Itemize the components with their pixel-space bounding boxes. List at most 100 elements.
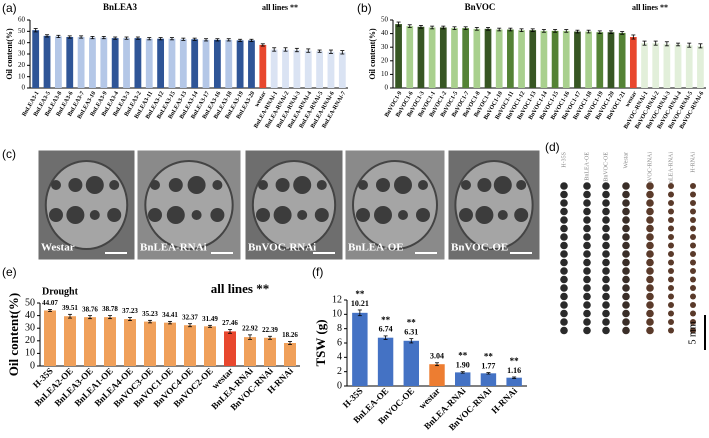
seed (646, 241, 654, 250)
error-bar (260, 43, 265, 47)
organelle (68, 178, 83, 192)
seed (602, 190, 610, 199)
y-tick-label: 0 (30, 360, 35, 371)
value-label: 44.07 (42, 299, 58, 307)
error-bar (272, 47, 277, 52)
organelle (297, 210, 308, 220)
seed (690, 259, 696, 266)
seed (646, 284, 654, 292)
bar (652, 43, 660, 88)
seed (602, 182, 610, 190)
error-bar (460, 371, 465, 374)
seed (560, 199, 568, 207)
seed (668, 319, 674, 325)
bar (77, 37, 85, 88)
bar (282, 49, 289, 88)
bar (551, 30, 559, 89)
seed-label: Westar (623, 152, 629, 169)
seed (622, 292, 630, 301)
organelle (256, 208, 270, 222)
micrograph-label: Westar (41, 242, 75, 254)
error-bar (508, 27, 513, 32)
error-bar (317, 49, 322, 53)
error-bar (474, 27, 479, 31)
seed (646, 190, 654, 199)
bar (455, 372, 471, 386)
error-bar (168, 320, 172, 325)
organelle (168, 178, 183, 192)
seed (583, 250, 591, 258)
seed (690, 302, 696, 308)
organelle (66, 206, 85, 224)
organelle (210, 208, 225, 222)
seed (622, 216, 630, 224)
seed (622, 224, 630, 233)
y-tick-label: 40 (18, 38, 26, 46)
bar (225, 39, 233, 88)
bar (32, 30, 40, 88)
y-tick-label: 10 (332, 309, 342, 320)
value-label: 32.37 (182, 313, 198, 321)
error-bar (396, 21, 401, 27)
seed (602, 250, 610, 258)
organelle (273, 206, 292, 224)
error-bar (208, 324, 212, 328)
annotation: all lines ** (632, 3, 668, 12)
error-bar (294, 47, 299, 53)
organelle (461, 180, 471, 190)
bar (406, 26, 414, 88)
y-tick-label: 30 (18, 50, 26, 58)
error-bar (306, 48, 311, 53)
micrograph-label: BnLEA-RNAi (140, 242, 207, 254)
bar (506, 377, 522, 386)
bar (44, 310, 56, 366)
cell (251, 160, 337, 250)
seed (668, 293, 674, 300)
seed (583, 190, 591, 199)
error-bar (407, 24, 412, 28)
organelle (416, 208, 430, 222)
value-label: 22.39 (262, 326, 278, 334)
error-bar (226, 38, 231, 42)
x-tick-label: H-RNAi (489, 385, 519, 415)
error-bar (642, 40, 647, 46)
error-bar (169, 37, 174, 41)
organelle (314, 208, 329, 222)
bar (428, 27, 436, 88)
bar (641, 43, 648, 88)
seed (560, 182, 568, 190)
organelle (316, 180, 327, 190)
organelle (477, 178, 492, 192)
seed (690, 285, 696, 291)
bar (66, 37, 74, 88)
organelle (212, 180, 223, 190)
organelle (418, 180, 428, 190)
seed (622, 233, 630, 241)
seed (602, 233, 610, 241)
bar (480, 373, 497, 386)
error-bar (215, 38, 220, 42)
bar (377, 337, 394, 386)
seed-label: H-35S (561, 152, 567, 168)
bar (507, 29, 514, 88)
error-bar (519, 28, 524, 32)
value-label: 6.31 (404, 327, 418, 336)
seed (583, 199, 591, 207)
bar (248, 40, 255, 88)
y-tick-label: 4 (337, 352, 342, 363)
bar (439, 27, 447, 88)
error-bar (676, 42, 681, 47)
organelle (51, 180, 61, 190)
seed (583, 326, 591, 335)
bar (204, 326, 216, 366)
error-bar (328, 49, 333, 54)
bar (164, 322, 176, 366)
value-label: 1.16 (507, 366, 521, 375)
error-bar (33, 28, 38, 33)
organelle (258, 180, 268, 190)
error-bar (79, 35, 84, 39)
seed (602, 241, 610, 250)
bar (663, 43, 671, 88)
bar (264, 337, 276, 366)
seed (622, 309, 630, 318)
